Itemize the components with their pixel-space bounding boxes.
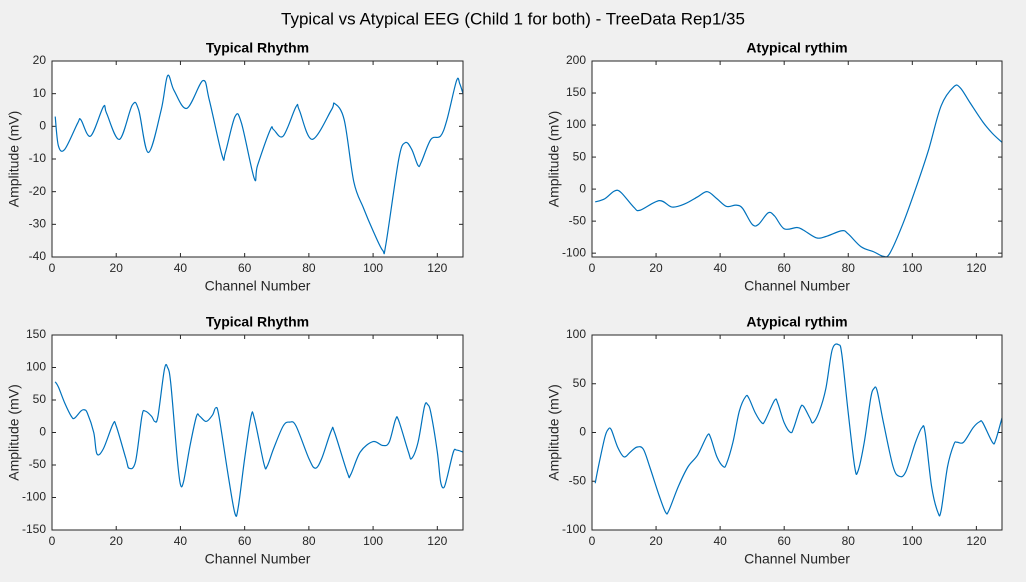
x-axis-label: Channel Number bbox=[744, 278, 850, 294]
y-axis-label: Amplitude (mV) bbox=[6, 384, 22, 480]
x-tick-label: 20 bbox=[649, 534, 663, 548]
axes-box bbox=[51, 60, 464, 258]
x-tick-label: 120 bbox=[427, 261, 447, 275]
axes-background bbox=[592, 335, 1002, 530]
y-tick-label: -10 bbox=[29, 151, 47, 165]
axes-background bbox=[52, 61, 463, 257]
x-tick-label: 0 bbox=[589, 261, 596, 275]
x-tick-label: 80 bbox=[842, 261, 856, 275]
y-tick-label: 50 bbox=[33, 392, 47, 406]
y-tick-label: 150 bbox=[566, 85, 586, 99]
y-tick-label: -100 bbox=[562, 245, 586, 259]
axes-title: Typical Rhythm bbox=[206, 314, 309, 330]
y-tick-label: -20 bbox=[29, 184, 47, 198]
y-tick-label: 100 bbox=[566, 327, 586, 341]
x-tick-label: 0 bbox=[589, 534, 596, 548]
eeg-line bbox=[54, 74, 463, 255]
x-tick-label: 120 bbox=[966, 261, 986, 275]
x-tick-label: 100 bbox=[902, 261, 922, 275]
y-tick-label: 100 bbox=[26, 360, 46, 374]
x-tick-label: 80 bbox=[302, 534, 316, 548]
x-tick-label: 20 bbox=[110, 261, 124, 275]
axes-box bbox=[51, 334, 464, 531]
y-tick-label: -50 bbox=[569, 213, 587, 227]
y-tick-label: 0 bbox=[579, 181, 586, 195]
y-tick-label: -50 bbox=[29, 457, 47, 471]
figure-title: Typical vs Atypical EEG (Child 1 for bot… bbox=[281, 9, 745, 28]
y-tick-label: 0 bbox=[39, 425, 46, 439]
axes-title: Typical Rhythm bbox=[206, 40, 309, 56]
x-tick-label: 60 bbox=[778, 261, 792, 275]
y-tick-label: -150 bbox=[22, 522, 46, 536]
y-tick-label: 50 bbox=[573, 149, 587, 163]
y-tick-label: 150 bbox=[26, 327, 46, 341]
y-tick-label: 50 bbox=[573, 376, 587, 390]
y-tick-label: -100 bbox=[22, 490, 46, 504]
y-tick-label: 0 bbox=[39, 119, 46, 133]
x-tick-label: 120 bbox=[427, 534, 447, 548]
axes-title: Atypical rythim bbox=[746, 314, 847, 330]
x-tick-label: 100 bbox=[363, 261, 383, 275]
x-tick-label: 0 bbox=[49, 534, 56, 548]
x-tick-label: 120 bbox=[966, 534, 986, 548]
axes-box bbox=[591, 334, 1003, 531]
x-tick-label: 60 bbox=[778, 534, 792, 548]
axes-box bbox=[591, 60, 1003, 258]
axes-background bbox=[592, 61, 1002, 257]
y-axis-label: Amplitude (mV) bbox=[6, 111, 22, 207]
x-tick-label: 80 bbox=[842, 534, 856, 548]
x-tick-label: 100 bbox=[363, 534, 383, 548]
eeg-line bbox=[54, 363, 463, 517]
axes-title: Atypical rythim bbox=[746, 40, 847, 56]
x-tick-label: 60 bbox=[238, 534, 252, 548]
y-tick-label: -40 bbox=[29, 249, 47, 263]
y-tick-label: -30 bbox=[29, 217, 47, 231]
y-axis-label: Amplitude (mV) bbox=[546, 384, 562, 480]
x-tick-label: 40 bbox=[713, 534, 727, 548]
eeg-line bbox=[595, 84, 1002, 257]
x-tick-label: 20 bbox=[110, 534, 124, 548]
x-tick-label: 40 bbox=[174, 534, 188, 548]
y-tick-label: 10 bbox=[33, 86, 47, 100]
y-tick-label: 20 bbox=[33, 53, 47, 67]
y-tick-label: 200 bbox=[566, 53, 586, 67]
y-tick-label: 0 bbox=[579, 425, 586, 439]
y-axis-label: Amplitude (mV) bbox=[546, 111, 562, 207]
x-tick-label: 60 bbox=[238, 261, 252, 275]
eeg-line bbox=[594, 343, 1002, 517]
x-tick-label: 40 bbox=[174, 261, 188, 275]
x-axis-label: Channel Number bbox=[744, 551, 850, 567]
x-tick-label: 40 bbox=[713, 261, 727, 275]
y-tick-label: -50 bbox=[569, 473, 587, 487]
x-tick-label: 0 bbox=[49, 261, 56, 275]
x-tick-label: 100 bbox=[902, 534, 922, 548]
x-axis-label: Channel Number bbox=[205, 278, 311, 294]
x-axis-label: Channel Number bbox=[205, 551, 311, 567]
y-tick-label: -100 bbox=[562, 522, 586, 536]
x-tick-label: 20 bbox=[649, 261, 663, 275]
x-tick-label: 80 bbox=[302, 261, 316, 275]
y-tick-label: 100 bbox=[566, 117, 586, 131]
